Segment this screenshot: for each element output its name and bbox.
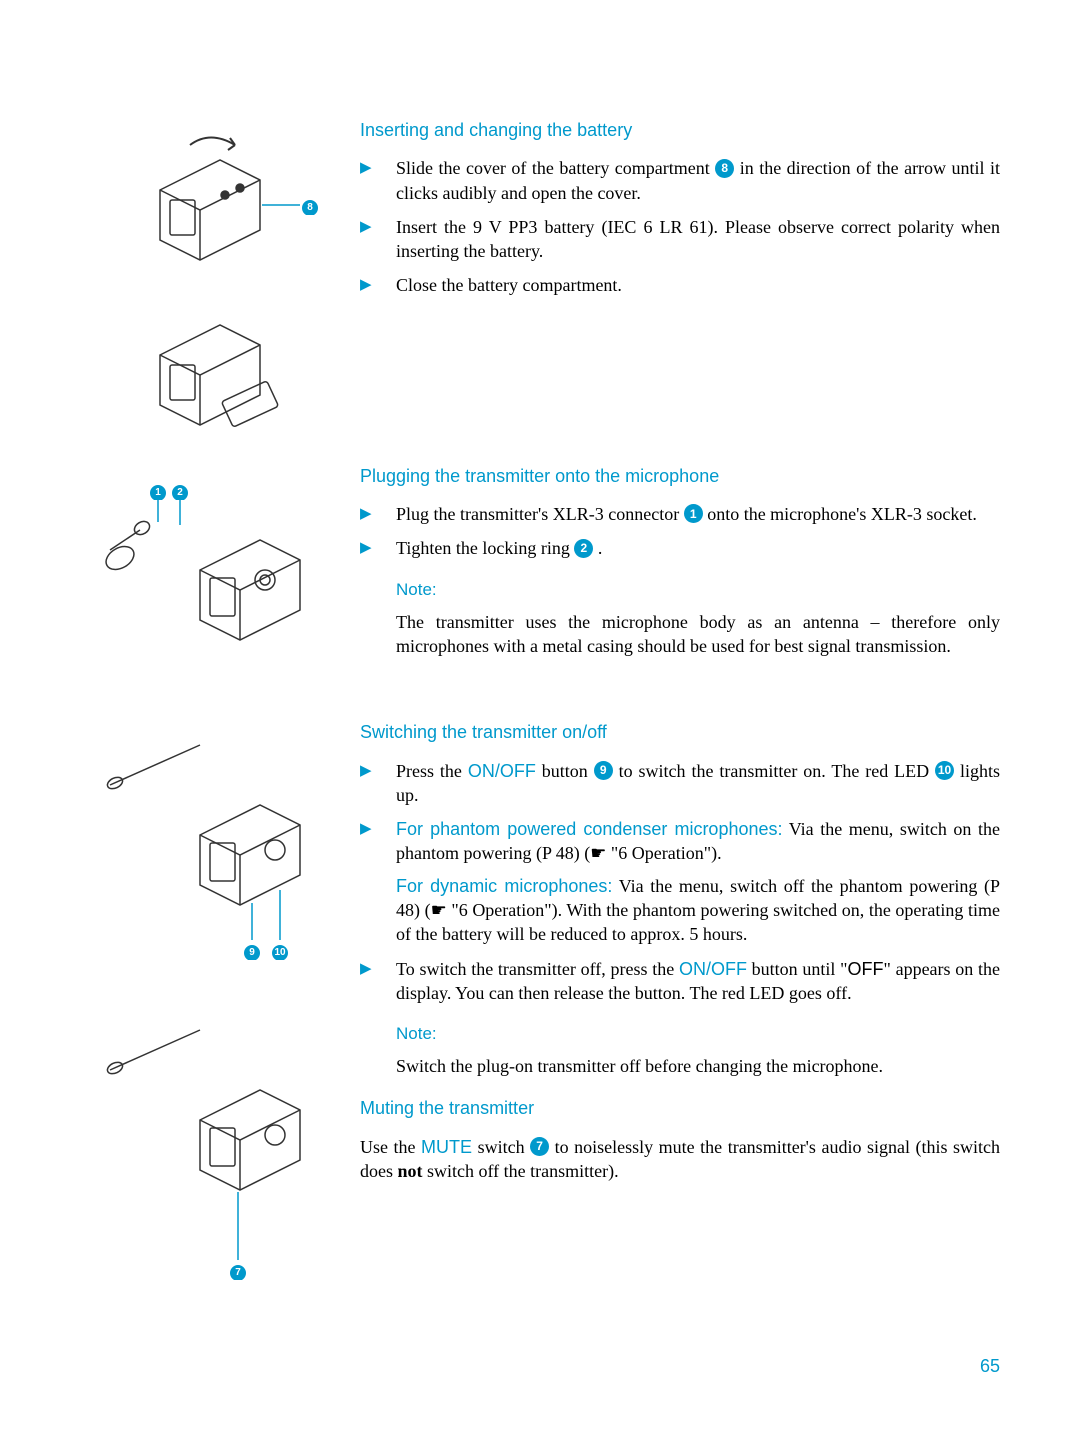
callout-badge-9: 9 [244, 945, 260, 961]
term-dynamic: For dynamic microphones: [396, 876, 612, 896]
heading-muting: Muting the transmitter [360, 1096, 1000, 1120]
term-mute: MUTE [421, 1137, 472, 1157]
text: button [536, 761, 594, 781]
text: switch [472, 1137, 530, 1157]
bullet-icon: ▶ [360, 817, 396, 946]
diagram-battery-insert [80, 295, 320, 445]
text-bold: not [398, 1161, 423, 1181]
bullet-icon: ▶ [360, 502, 396, 526]
page-number: 65 [980, 1356, 1000, 1377]
diagram-battery-cover: 8 [80, 110, 320, 290]
text: To switch the transmitter off, press the [396, 959, 679, 979]
callout-badge-10: 10 [272, 945, 288, 961]
list-item: ▶ Press the ON/OFF button 9 to switch th… [360, 759, 1000, 808]
battery-steps: ▶ Slide the cover of the battery compart… [360, 156, 1000, 297]
list-item: ▶ Close the battery compartment. [360, 273, 1000, 297]
heading-plugging: Plugging the transmitter onto the microp… [360, 464, 1000, 488]
ref-badge: 1 [684, 504, 703, 523]
bullet-icon: ▶ [360, 215, 396, 264]
text: Insert the 9 V PP3 battery (IEC 6 LR 61)… [396, 215, 1000, 264]
note-label: Note: [396, 579, 1000, 602]
list-item: ▶ For phantom powered condenser micropho… [360, 817, 1000, 946]
note-text: Switch the plug-on transmitter off befor… [396, 1054, 1000, 1078]
bullet-icon: ▶ [360, 536, 396, 560]
ref-badge: 2 [574, 539, 593, 558]
ref-badge: 7 [530, 1137, 549, 1156]
diagram-mute: 7 [80, 1020, 320, 1300]
list-item: ▶ Plug the transmitter's XLR-3 connector… [360, 502, 1000, 526]
callout-badge-7: 7 [230, 1265, 246, 1281]
bullet-icon: ▶ [360, 759, 396, 808]
text: Slide the cover of the battery compartme… [396, 158, 715, 178]
ref-badge: 10 [935, 761, 954, 780]
text: Press the [396, 761, 468, 781]
term-onoff: ON/OFF [468, 761, 536, 781]
bullet-icon: ▶ [360, 957, 396, 1006]
manual-page: 8 [0, 0, 1080, 1365]
ref-badge: 8 [715, 159, 734, 178]
text: Close the battery compartment. [396, 273, 1000, 297]
list-item: ▶ To switch the transmitter off, press t… [360, 957, 1000, 1006]
text: . [598, 538, 603, 558]
text: Tighten the locking ring [396, 538, 574, 558]
callout-badge-8: 8 [302, 200, 318, 216]
callout-badge-2: 2 [172, 485, 188, 501]
text: button until " [747, 959, 848, 979]
plugging-steps: ▶ Plug the transmitter's XLR-3 connector… [360, 502, 1000, 561]
bullet-icon: ▶ [360, 156, 396, 205]
heading-battery: Inserting and changing the battery [360, 118, 1000, 142]
ref-badge: 9 [594, 761, 613, 780]
list-item: ▶ Insert the 9 V PP3 battery (IEC 6 LR 6… [360, 215, 1000, 264]
text: switch off the transmitter). [423, 1161, 619, 1181]
list-item: ▶ Slide the cover of the battery compart… [360, 156, 1000, 205]
text: Plug the transmitter's XLR-3 connector [396, 504, 684, 524]
diagram-plug-mic: 1 2 [80, 450, 320, 670]
text-column: Inserting and changing the battery ▶ Sli… [360, 110, 1000, 1305]
term-onoff: ON/OFF [679, 959, 747, 979]
switching-steps: ▶ Press the ON/OFF button 9 to switch th… [360, 759, 1000, 1006]
text: onto the microphone's XLR-3 socket. [707, 504, 977, 524]
text: to switch the transmitter on. The red LE… [613, 761, 935, 781]
note-text: The transmitter uses the microphone body… [396, 610, 1000, 659]
muting-text: Use the MUTE switch 7 to noiselessly mut… [360, 1135, 1000, 1184]
term-phantom-condenser: For phantom powered condenser microphone… [396, 819, 783, 839]
diagram-column: 8 [80, 110, 360, 1305]
note-label: Note: [396, 1023, 1000, 1046]
bullet-icon: ▶ [360, 273, 396, 297]
text: OFF [848, 959, 884, 979]
text: Use the [360, 1137, 421, 1157]
diagram-onoff: 9 10 [80, 735, 320, 995]
heading-switching: Switching the transmitter on/off [360, 720, 1000, 744]
list-item: ▶ Tighten the locking ring 2 . [360, 536, 1000, 560]
callout-badge-1: 1 [150, 485, 166, 501]
